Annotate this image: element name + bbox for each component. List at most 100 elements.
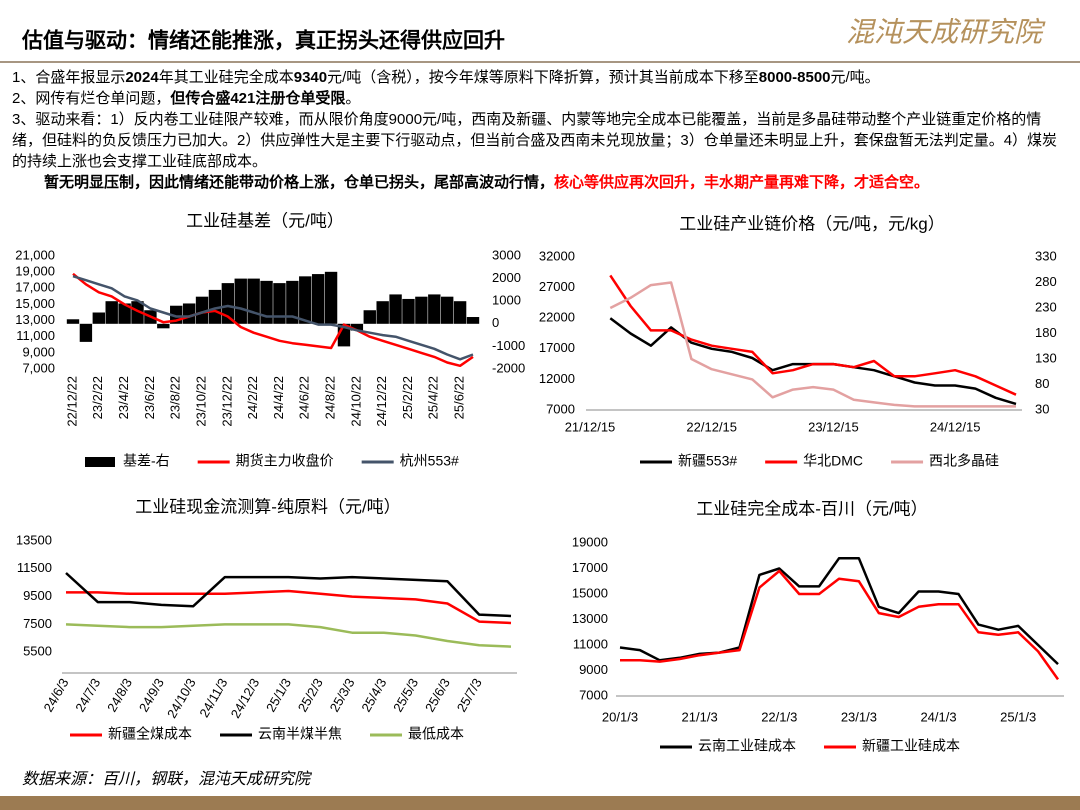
bar — [363, 310, 376, 324]
x-tick-label: 24/2/22 — [245, 376, 260, 419]
bar — [195, 296, 209, 324]
line — [609, 281, 1016, 408]
y-tick-label: 17,000 — [15, 280, 55, 295]
y2-tick-label: 1000 — [492, 293, 521, 308]
x-tick-label: 23/6/22 — [142, 376, 157, 419]
x-tick-label: 25/7/3 — [454, 676, 485, 715]
bar — [273, 283, 286, 324]
legend-label: 杭州553# — [400, 453, 459, 469]
y-tick-label: 32000 — [539, 248, 575, 263]
x-tick-label: 24/1/3 — [920, 709, 956, 724]
source: 数据来源：百川，钢联，混沌天成研究院 — [22, 770, 313, 788]
x-tick-label: 21/1/3 — [682, 709, 718, 724]
x-tick-label: 23/2/22 — [90, 376, 105, 419]
bar — [208, 289, 222, 324]
x-tick-label: 22/1/3 — [761, 709, 797, 724]
y-tick-label: 7,000 — [22, 360, 55, 375]
legend-label: 西北多晶硅 — [929, 453, 999, 469]
chart-title: 工业硅现金流测算-纯原料（元/吨） — [135, 497, 400, 516]
bar — [428, 294, 441, 324]
logo: 混沌天成研究院 — [846, 16, 1046, 47]
bar — [118, 303, 131, 324]
notes: 1、合盛年报显示2024年其工业硅完全成本9340元/吨（含税），按今年煤等原料… — [12, 67, 1068, 193]
x-tick-label: 25/6/22 — [452, 376, 467, 419]
line — [66, 589, 512, 625]
y2-tick-label: 130 — [1035, 350, 1057, 365]
y-tick-label: 7000 — [546, 401, 575, 416]
legend-label: 基差-右 — [123, 453, 170, 469]
y2-tick-label: -2000 — [492, 360, 525, 375]
x-tick-label: 22/12/15 — [686, 419, 737, 434]
x-tick-label: 25/4/22 — [426, 376, 441, 419]
y2-tick-label: 280 — [1035, 274, 1057, 289]
chart-title: 工业硅产业链价格（元/吨，元/kg） — [679, 214, 944, 233]
y2-tick-label: -1000 — [492, 338, 525, 353]
bar — [453, 301, 467, 324]
legend-label: 云南工业硅成本 — [698, 738, 796, 754]
bar — [402, 298, 415, 324]
y-tick-label: 11000 — [573, 636, 608, 651]
y2-tick-label: 330 — [1035, 248, 1057, 263]
x-tick-label: 24/10/22 — [348, 376, 363, 427]
x-tick-label: 24/9/3 — [136, 676, 167, 715]
x-tick-label: 25/1/3 — [1000, 709, 1036, 724]
x-tick-label: 24/12/22 — [374, 376, 389, 427]
y-tick-label: 15,000 — [15, 296, 55, 311]
bar — [350, 323, 364, 331]
x-tick-label: 25/3/3 — [327, 676, 358, 715]
y2-tick-label: 3000 — [492, 247, 521, 262]
y-tick-label: 9500 — [23, 588, 52, 603]
bar — [389, 294, 402, 324]
note-text: 2、网传有烂仓单问题， — [12, 90, 171, 107]
x-tick-label: 24/12/15 — [930, 419, 981, 434]
y-tick-label: 21,000 — [15, 247, 55, 262]
line — [619, 557, 1059, 666]
note-text: 2024 — [125, 69, 159, 86]
x-tick-label: 24/12/3 — [228, 676, 263, 721]
x-tick-label: 22/12/22 — [64, 376, 79, 427]
y2-tick-label: 80 — [1035, 376, 1049, 391]
y2-tick-label: 230 — [1035, 299, 1057, 314]
x-tick-label: 25/2/3 — [295, 676, 326, 715]
x-tick-label: 24/7/3 — [72, 676, 103, 715]
bar — [376, 301, 389, 324]
legend-label: 新疆553# — [678, 453, 737, 469]
legend-label: 华北DMC — [803, 453, 863, 469]
note-text: 年其工业硅完全成本 — [158, 69, 294, 86]
note-paragraph: 1、合盛年报显示2024年其工业硅完全成本9340元/吨（含税），按今年煤等原料… — [12, 67, 1068, 88]
y-tick-label: 7000 — [579, 687, 608, 702]
x-tick-label: 23/12/15 — [808, 419, 859, 434]
footer-band — [0, 796, 1080, 810]
x-tick-label: 23/10/22 — [193, 376, 208, 427]
bar — [311, 274, 325, 324]
legend-label: 云南半煤半焦 — [258, 726, 342, 742]
y-tick-label: 27000 — [539, 279, 575, 294]
legend-swatch — [85, 457, 115, 467]
bar — [415, 296, 428, 324]
bar — [79, 323, 93, 342]
x-tick-label: 24/10/3 — [164, 676, 199, 721]
y-tick-label: 12000 — [539, 371, 575, 386]
x-tick-label: 24/8/22 — [323, 376, 338, 419]
note-text: 元/吨（含税），按今年煤等原料下降折算，预计其当前成本下移至 — [327, 69, 759, 86]
line — [609, 274, 1017, 396]
line — [72, 275, 474, 361]
note-paragraph: 3、驱动来看：1）反内卷工业硅限产较难，而从限价角度9000元/吨，西南及新疆、… — [12, 109, 1068, 172]
x-tick-label: 24/6/3 — [41, 676, 72, 715]
bar — [182, 303, 196, 324]
note-paragraph: 2、网传有烂仓单问题，但传合盛421注册仓单受限。 — [12, 88, 1068, 109]
y-tick-label: 9,000 — [22, 344, 55, 359]
x-tick-label: 24/11/3 — [196, 676, 230, 720]
bar — [324, 271, 338, 324]
y-tick-label: 13000 — [572, 611, 608, 626]
note-text: 暂无明显压制，因此情绪还能带动价格上涨，仓单已拐头，尾部高波动行情， — [44, 174, 555, 191]
note-text: 9340 — [293, 69, 328, 86]
bar — [247, 278, 260, 324]
x-tick-label: 20/1/3 — [602, 709, 638, 724]
y-tick-label: 13500 — [16, 532, 52, 547]
y-tick-label: 7500 — [23, 616, 52, 631]
x-tick-label: 25/4/3 — [358, 676, 389, 715]
y2-tick-label: 180 — [1035, 325, 1057, 340]
